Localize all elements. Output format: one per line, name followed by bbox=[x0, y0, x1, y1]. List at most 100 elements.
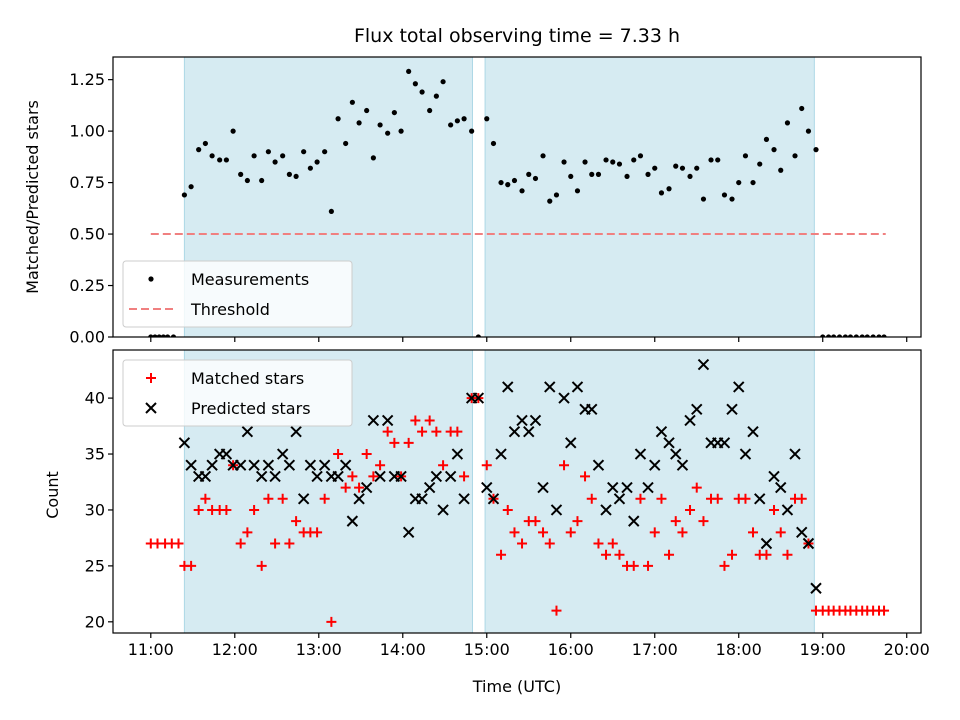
x-tick-label: 19:00 bbox=[800, 640, 846, 659]
measurement-point bbox=[475, 334, 481, 337]
predicted-stars-point bbox=[544, 381, 556, 393]
predicted-stars-point bbox=[220, 448, 233, 460]
measurement-point bbox=[881, 334, 887, 337]
observing-window bbox=[484, 349, 815, 634]
measurement-point bbox=[820, 334, 826, 337]
measurement-point bbox=[364, 107, 370, 114]
predicted-stars-point bbox=[416, 493, 428, 505]
matched-stars-point bbox=[664, 549, 675, 560]
legend-label: Predicted stars bbox=[191, 399, 311, 418]
measurement-point bbox=[385, 130, 391, 136]
measurement-point bbox=[553, 192, 560, 198]
matched-stars-point bbox=[200, 493, 211, 504]
measurement-point bbox=[853, 334, 859, 337]
predicted-stars-point bbox=[550, 504, 563, 516]
matched-stars-point bbox=[424, 415, 435, 426]
predicted-stars-point bbox=[481, 481, 493, 494]
measurement-point bbox=[230, 128, 236, 134]
measurement-point bbox=[568, 173, 574, 180]
matched-stars-point bbox=[452, 426, 463, 437]
measurement-point bbox=[293, 173, 299, 180]
measurement-point bbox=[799, 105, 805, 112]
measurement-point bbox=[842, 334, 849, 337]
matched-stars-point bbox=[375, 460, 386, 471]
predicted-stars-point bbox=[332, 470, 344, 483]
measurement-point bbox=[272, 159, 278, 165]
y-tick-label: 0.00 bbox=[69, 328, 105, 347]
predicted-stars-point bbox=[607, 481, 619, 494]
measurement-point bbox=[280, 153, 286, 159]
predicted-stars-point bbox=[802, 537, 815, 550]
measurement-point bbox=[209, 153, 215, 159]
measurement-point bbox=[328, 208, 334, 215]
predicted-stars-point bbox=[621, 481, 633, 494]
legend-label: Measurements bbox=[191, 270, 309, 289]
measurement-point bbox=[742, 153, 749, 159]
predicted-stars-point bbox=[739, 448, 752, 460]
measurement-point bbox=[238, 171, 244, 177]
matched-stars-point bbox=[256, 560, 267, 571]
y-tick-label: 35 bbox=[85, 445, 105, 464]
predicted-stars-point bbox=[670, 448, 682, 460]
matched-stars-point bbox=[509, 527, 520, 538]
predicted-stars-point bbox=[747, 425, 759, 438]
measurement-point bbox=[490, 140, 497, 147]
x-tick-label: 20:00 bbox=[884, 640, 930, 659]
legend-label: Matched stars bbox=[191, 369, 304, 388]
measurement-point bbox=[377, 122, 383, 128]
predicted-stars-point bbox=[283, 459, 296, 471]
matched-stars-point bbox=[186, 560, 197, 571]
measurement-point bbox=[170, 334, 177, 337]
predicted-stars-point bbox=[768, 470, 780, 483]
matched-stars-point bbox=[368, 471, 379, 482]
matched-stars-point bbox=[565, 527, 576, 538]
measurement-point bbox=[265, 149, 271, 155]
measurement-point bbox=[532, 175, 539, 182]
measurement-point bbox=[419, 89, 425, 95]
plot-area bbox=[145, 358, 890, 627]
matched-stars-point bbox=[284, 538, 295, 549]
matched-stars-point bbox=[614, 549, 625, 560]
matched-stars-point bbox=[656, 493, 667, 504]
matched-stars-point bbox=[431, 426, 442, 437]
predicted-stars-point bbox=[437, 504, 449, 516]
matched-stars-point bbox=[727, 549, 738, 560]
legend-measurements-marker bbox=[148, 276, 154, 282]
measurement-point bbox=[433, 93, 439, 99]
measurement-point bbox=[715, 157, 721, 163]
matched-stars-point bbox=[326, 616, 337, 627]
matched-stars-point bbox=[481, 460, 492, 471]
matched-stars-point bbox=[586, 493, 597, 504]
measurement-point bbox=[784, 120, 791, 126]
predicted-stars-point bbox=[297, 493, 310, 505]
predicted-stars-point bbox=[789, 448, 801, 460]
measurement-point bbox=[314, 159, 320, 165]
matched-stars-point bbox=[782, 549, 793, 560]
predicted-stars-point bbox=[311, 470, 323, 483]
measurement-point bbox=[398, 128, 404, 134]
plot-area bbox=[148, 68, 887, 337]
matched-stars-point bbox=[607, 538, 618, 549]
measurement-point bbox=[631, 157, 637, 163]
measurement-point bbox=[188, 184, 194, 190]
matched-stars-point bbox=[319, 493, 330, 504]
matched-stars-point bbox=[496, 549, 507, 560]
predicted-stars-point bbox=[374, 470, 386, 483]
predicted-stars-point bbox=[395, 470, 407, 483]
matched-stars-point bbox=[712, 493, 723, 504]
predicted-stars-point bbox=[276, 448, 289, 460]
predicted-stars-point bbox=[810, 582, 822, 594]
measurement-point bbox=[736, 179, 742, 186]
measurement-point bbox=[687, 173, 693, 180]
x-tick-label: 17:00 bbox=[632, 640, 678, 659]
measurement-point bbox=[721, 192, 728, 198]
predicted-stars-point bbox=[444, 470, 457, 483]
matched-stars-point bbox=[685, 504, 696, 515]
matched-stars-point bbox=[340, 482, 351, 493]
matched-stars-point bbox=[517, 538, 528, 549]
measurement-point bbox=[679, 165, 686, 171]
predicted-stars-point bbox=[642, 481, 654, 494]
measurement-point bbox=[813, 147, 819, 153]
measurement-point bbox=[624, 173, 630, 180]
xlabel-time: Time (UTC) bbox=[472, 677, 561, 696]
